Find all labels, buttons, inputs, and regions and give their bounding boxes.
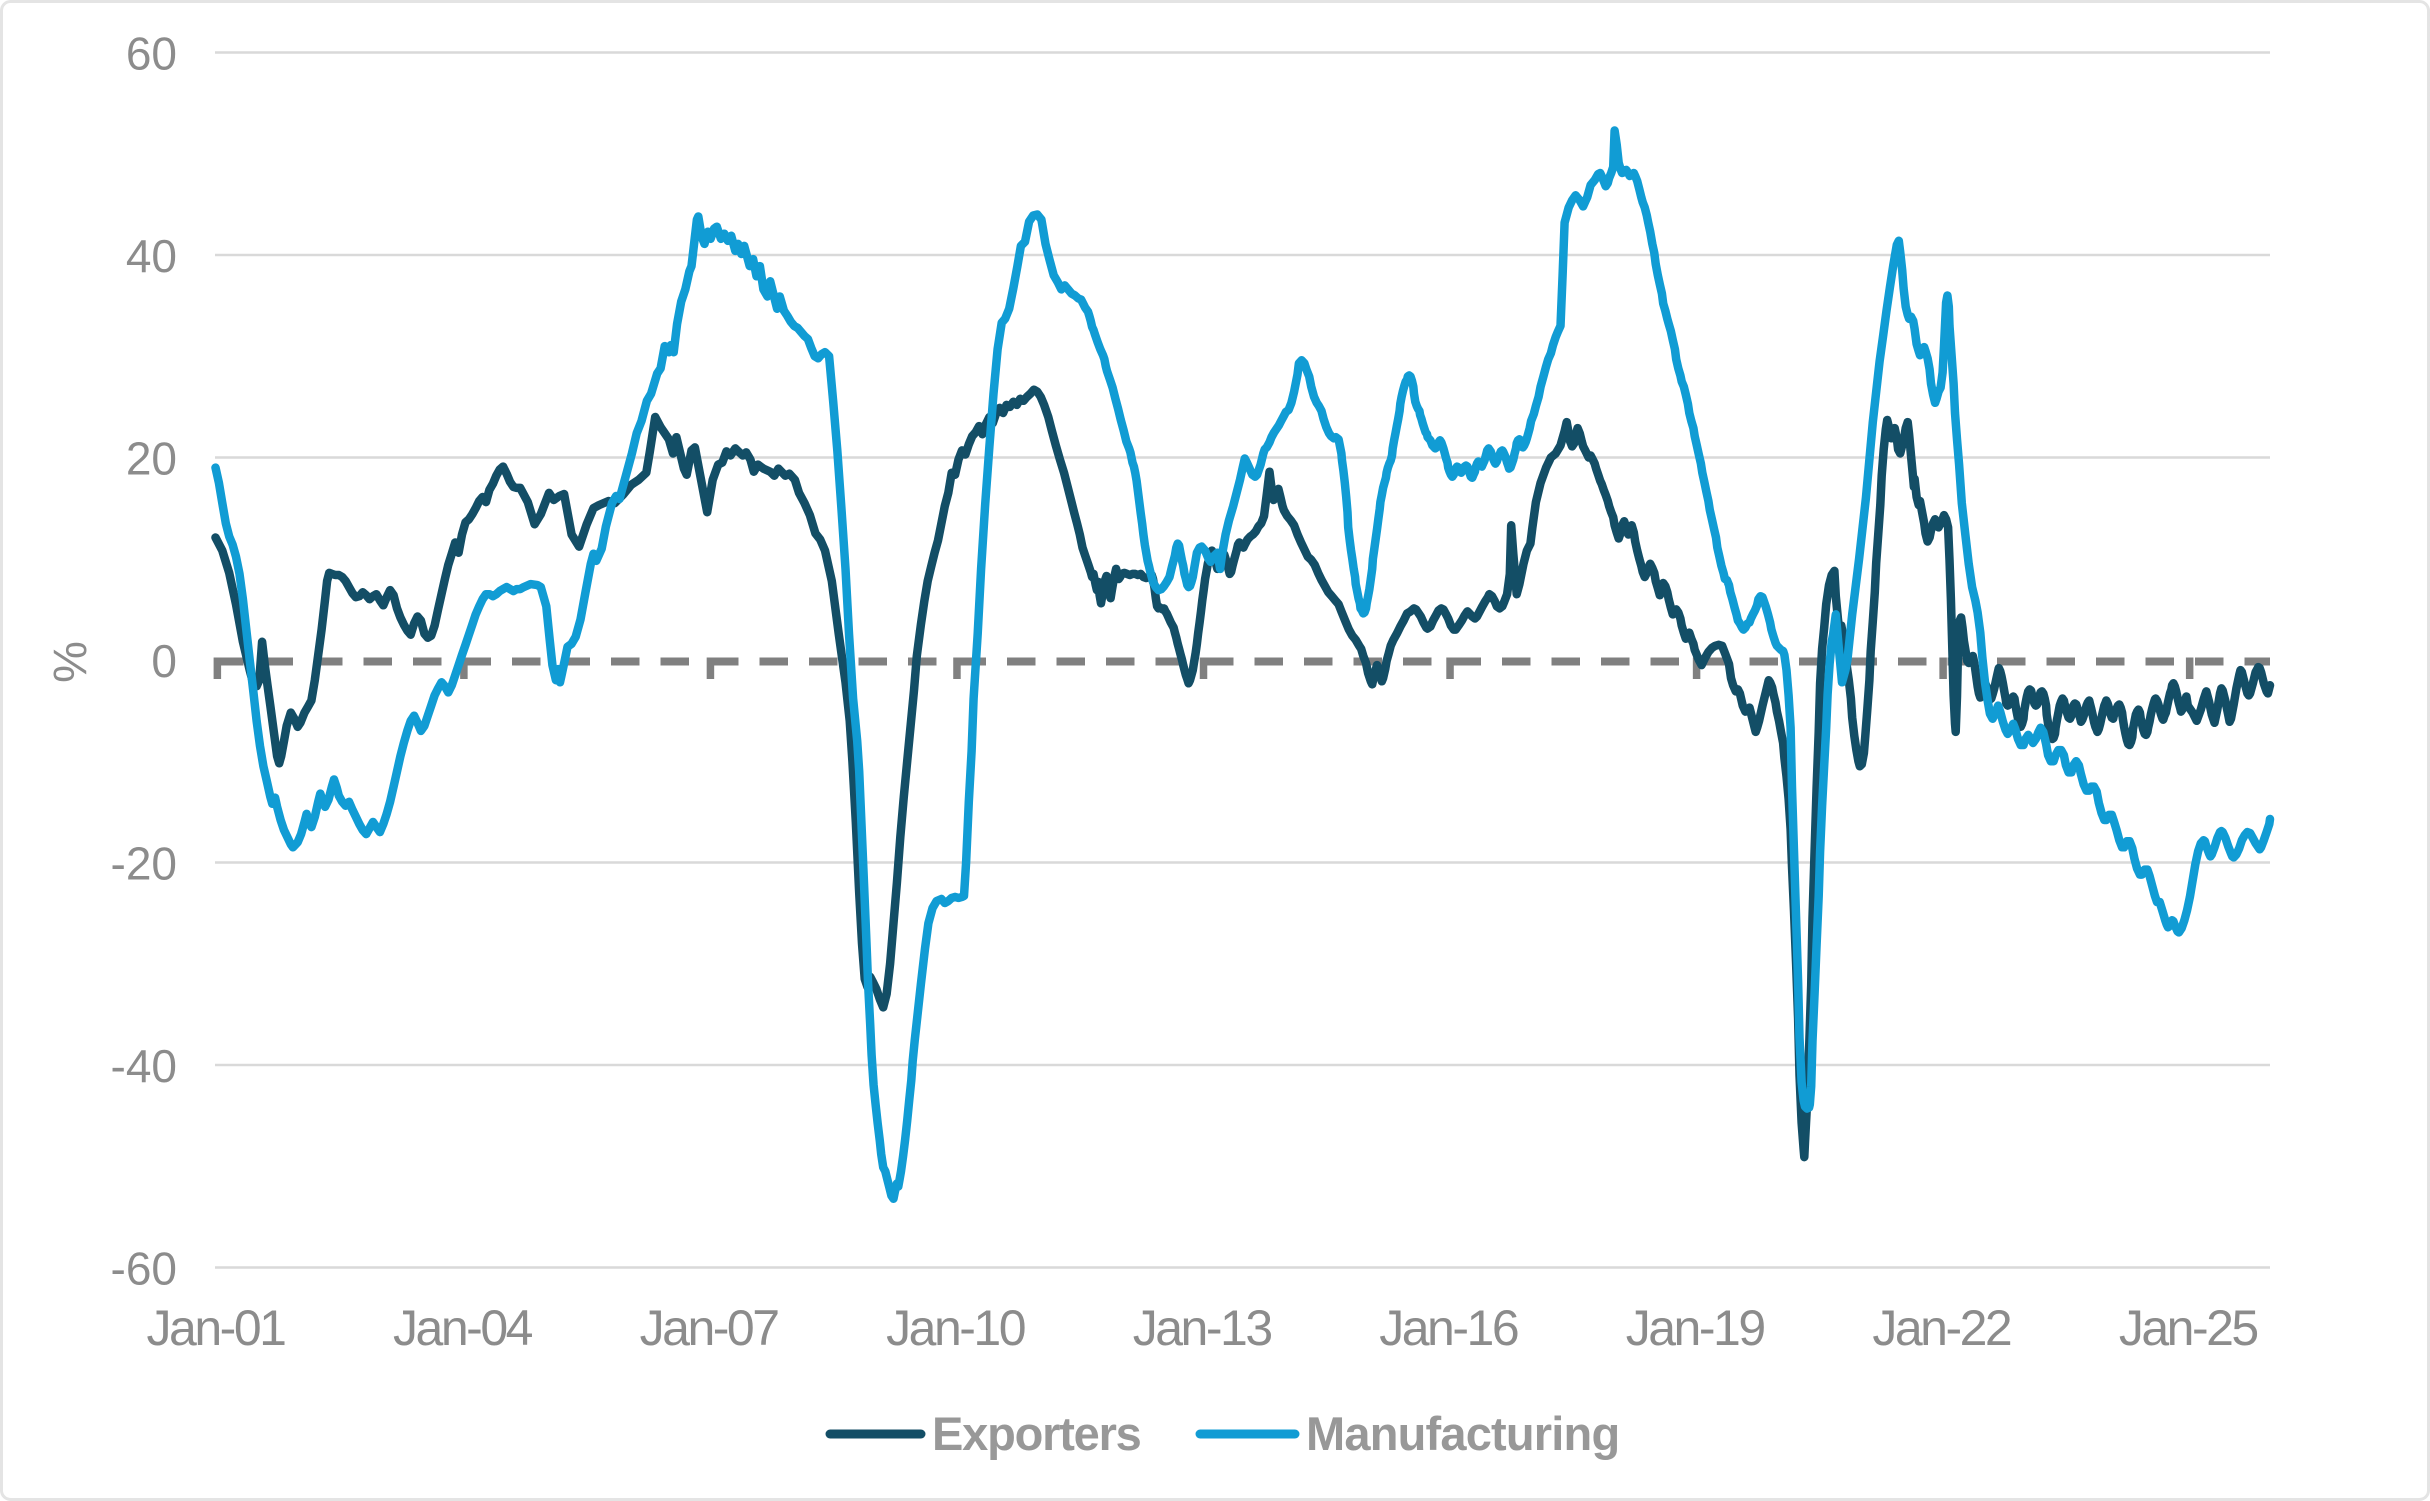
svg-text:Jan-04: Jan-04 (393, 1300, 533, 1356)
svg-text:-40: -40 (111, 1040, 177, 1092)
svg-text:%: % (43, 641, 96, 683)
svg-text:Jan-10: Jan-10 (886, 1300, 1025, 1356)
svg-text:Jan-13: Jan-13 (1133, 1300, 1272, 1356)
svg-text:Jan-25: Jan-25 (2119, 1300, 2258, 1356)
svg-text:0: 0 (151, 635, 177, 687)
svg-text:Jan-22: Jan-22 (1872, 1300, 2011, 1356)
svg-text:60: 60 (126, 28, 177, 80)
svg-text:Jan-07: Jan-07 (640, 1300, 779, 1356)
svg-text:20: 20 (126, 433, 177, 485)
svg-text:-20: -20 (111, 838, 177, 890)
svg-text:Jan-16: Jan-16 (1379, 1300, 1518, 1356)
svg-text:40: 40 (126, 230, 177, 282)
svg-text:Jan-19: Jan-19 (1626, 1300, 1765, 1356)
svg-text:Manufacturing: Manufacturing (1306, 1407, 1619, 1460)
svg-text:-60: -60 (111, 1243, 177, 1295)
svg-text:Exporters: Exporters (932, 1407, 1141, 1460)
svg-text:Jan-01: Jan-01 (147, 1300, 286, 1356)
